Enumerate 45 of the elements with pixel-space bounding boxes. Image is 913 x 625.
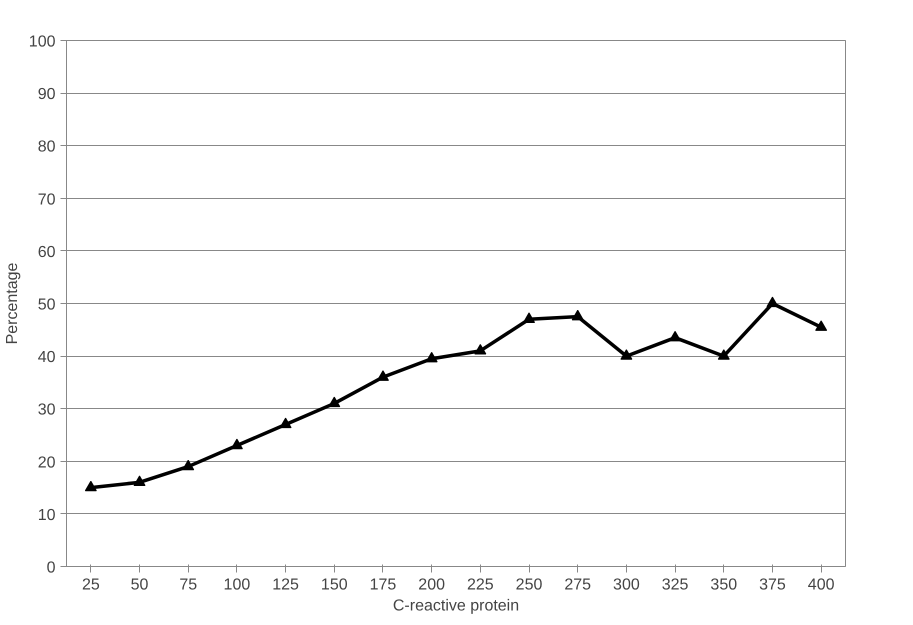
point [718, 349, 730, 360]
x-tick-label: 25 [82, 576, 100, 594]
point [230, 438, 243, 450]
x-axis-title: C-reactive protein [392, 598, 520, 614]
point [815, 320, 828, 331]
x-tick-label: 225 [466, 576, 494, 594]
point [766, 296, 778, 308]
point [328, 396, 340, 408]
x-tick-label: 150 [320, 576, 348, 594]
x-tick-label: 175 [370, 576, 396, 594]
y-tick-label: 0 [46, 560, 56, 576]
x-tick-label: 250 [516, 576, 542, 594]
point [182, 460, 194, 470]
y-tick-label: 90 [38, 86, 56, 104]
y-tick-label: 40 [38, 349, 56, 366]
y-tick-label: 60 [38, 244, 56, 261]
point [84, 480, 97, 492]
y-tick-label: 100 [28, 34, 56, 50]
x-tick-label: 350 [710, 576, 738, 594]
point [572, 310, 584, 320]
x-tick-label: 325 [662, 576, 689, 594]
y-tick-label: 10 [38, 506, 56, 524]
y-tick-label: 30 [38, 402, 56, 419]
y-tick-label: 70 [38, 191, 56, 208]
x-tick-label: 200 [418, 576, 446, 594]
y-tick-label: 80 [38, 138, 56, 156]
point [426, 352, 438, 362]
x-tick-label: 125 [272, 576, 300, 594]
y-tick-label: 20 [38, 454, 56, 472]
x-tick-label: 275 [564, 576, 592, 594]
x-tick-label: 50 [130, 576, 149, 594]
point [134, 475, 146, 486]
point [280, 418, 292, 428]
y-axis-title: Percentage [4, 262, 21, 344]
x-tick-label: 400 [808, 576, 835, 594]
y-tick-label: 50 [38, 296, 56, 314]
point [620, 349, 632, 360]
point [669, 330, 682, 342]
point [376, 370, 389, 381]
x-tick-label: 75 [179, 576, 198, 594]
point [474, 344, 486, 355]
x-tick-label: 300 [613, 576, 640, 594]
x-tick-label: 100 [224, 576, 250, 594]
x-tick-label: 375 [759, 576, 786, 594]
point [523, 312, 536, 323]
